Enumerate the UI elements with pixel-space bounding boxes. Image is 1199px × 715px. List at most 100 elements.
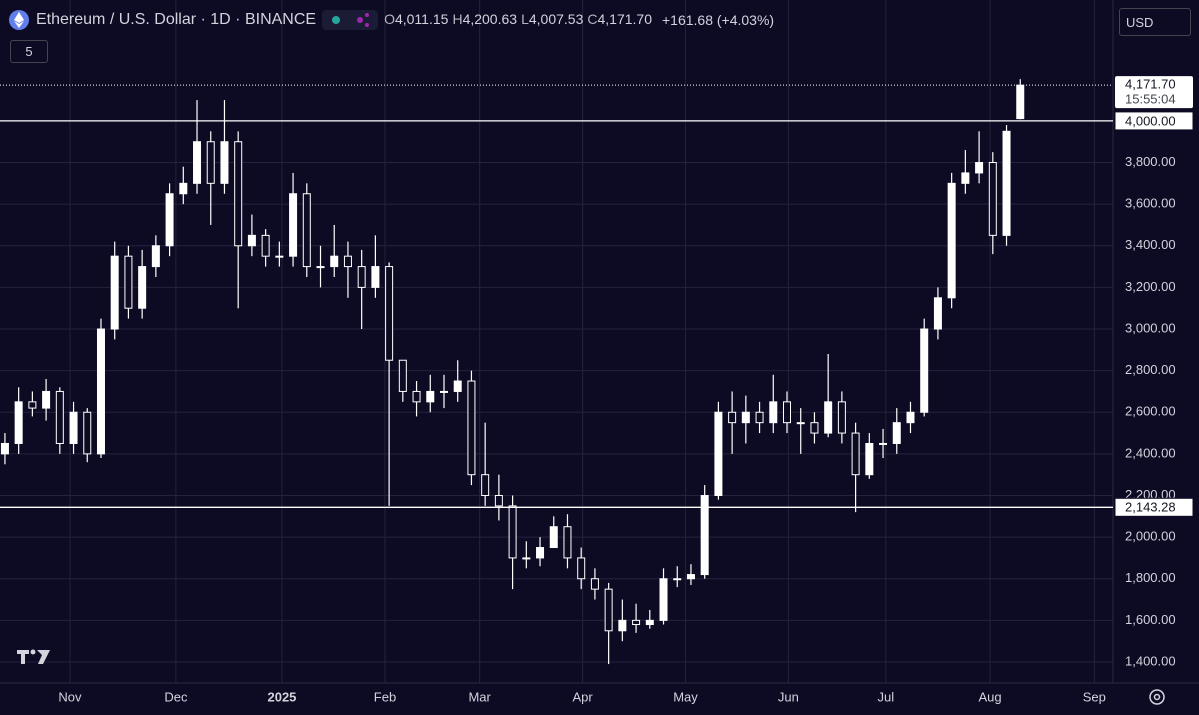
candle-body [385,266,394,361]
candle-body [220,141,229,184]
candle-body [975,162,984,174]
candle-body [549,526,558,549]
candle-body [289,193,298,257]
ohlc-label: L [521,11,529,27]
ohlc-label: O [384,11,395,27]
candle-body [1016,84,1025,120]
candle-body [316,266,325,269]
y-tick-label: 2,800.00 [1125,362,1176,377]
candle-body [508,505,517,559]
candle-body [179,182,188,195]
y-tick-label: 2,400.00 [1125,445,1176,460]
candle-body [741,411,750,424]
candle-body [632,619,641,626]
y-tick-label: 3,600.00 [1125,196,1176,211]
ohlc-value: 4,200.63 [462,11,518,27]
candle-body [110,255,119,330]
candle-body [837,401,846,434]
x-tick-label: Sep [1083,689,1106,704]
candle-body [412,390,421,403]
grid [0,0,1113,683]
countdown: 15:55:04 [1125,92,1176,107]
candle-body [398,359,407,392]
candle-body [343,255,352,268]
candle-body [659,578,668,621]
candle-body [138,266,147,309]
candle-body [261,234,270,257]
y-tick-label: 3,000.00 [1125,320,1176,335]
eth-icon [9,10,29,30]
currency-select[interactable]: USD [1119,8,1191,36]
candle-body [851,432,860,476]
ohlc-value: 4,007.53 [528,11,584,27]
candle-body [906,411,915,424]
indicators-toggle[interactable]: 5 [10,40,48,63]
candle-body [165,193,174,247]
candle-body [618,619,627,632]
candle-body [824,401,833,434]
settings-icon[interactable] [1149,689,1165,705]
candle-body [783,401,792,424]
last-price-label: 4,171.70 [1125,77,1176,92]
candle-body [563,526,572,559]
x-tick-label: Feb [374,689,396,704]
candle-body [494,494,503,507]
hline-label: 4,000.00 [1125,113,1176,128]
candle-body [769,401,778,424]
ohlc-value: 4,171.70 [597,11,652,27]
candle-body [69,411,78,444]
candle-body [590,578,599,590]
y-tick-label: 3,200.00 [1125,279,1176,294]
candle-body [865,442,874,476]
candle-body [302,193,311,268]
ohlc-label: H [452,11,463,27]
candle-body [206,141,215,184]
status-icons [322,10,379,30]
candle-body [467,380,476,476]
candle-body [577,557,586,580]
ohlc-label: C [587,11,598,27]
candle-body [920,328,929,413]
candle-body [0,442,9,455]
y-tick-label: 3,400.00 [1125,237,1176,252]
candle-body [151,245,160,268]
candle-body [481,474,490,496]
candle-body [124,255,133,309]
hline-label: 2,143.28 [1125,500,1176,515]
candle-body [714,411,723,496]
candle-body [988,162,997,236]
x-tick-label: Dec [164,689,188,704]
candle-body [371,266,380,288]
candle-body [604,588,613,632]
hline-tag [1114,111,1194,131]
candle-body [42,390,51,409]
change: +161.68 (+4.03%) [661,12,775,28]
y-tick-label: 1,600.00 [1125,612,1176,627]
candle-body [686,574,695,580]
candle-body [28,401,37,409]
candle-body [357,266,366,288]
candle-body [645,619,654,626]
y-tick-label: 1,800.00 [1125,570,1176,585]
candle-body [275,255,284,258]
candle-body [426,390,435,403]
candle-body [796,422,805,425]
candle-body [247,234,256,247]
candle-body [14,401,23,444]
candle-body [234,141,243,247]
symbol-title[interactable]: Ethereum / U.S. Dollar · 1D · BINANCE [36,11,317,28]
hline-tag [1114,497,1194,517]
candle-body [947,182,956,299]
candle-body [330,255,339,268]
y-tick-label: 2,000.00 [1125,529,1176,544]
x-tick-label: Mar [468,689,491,704]
candle-body [522,557,531,560]
x-tick-label: May [673,689,698,704]
x-tick-label: Nov [58,689,82,704]
candle-body [879,442,888,445]
candle-body [453,380,462,392]
header: Ethereum / U.S. Dollar · 1D · BINANCE O 4… [8,9,778,31]
last-price-tag [1115,76,1193,109]
